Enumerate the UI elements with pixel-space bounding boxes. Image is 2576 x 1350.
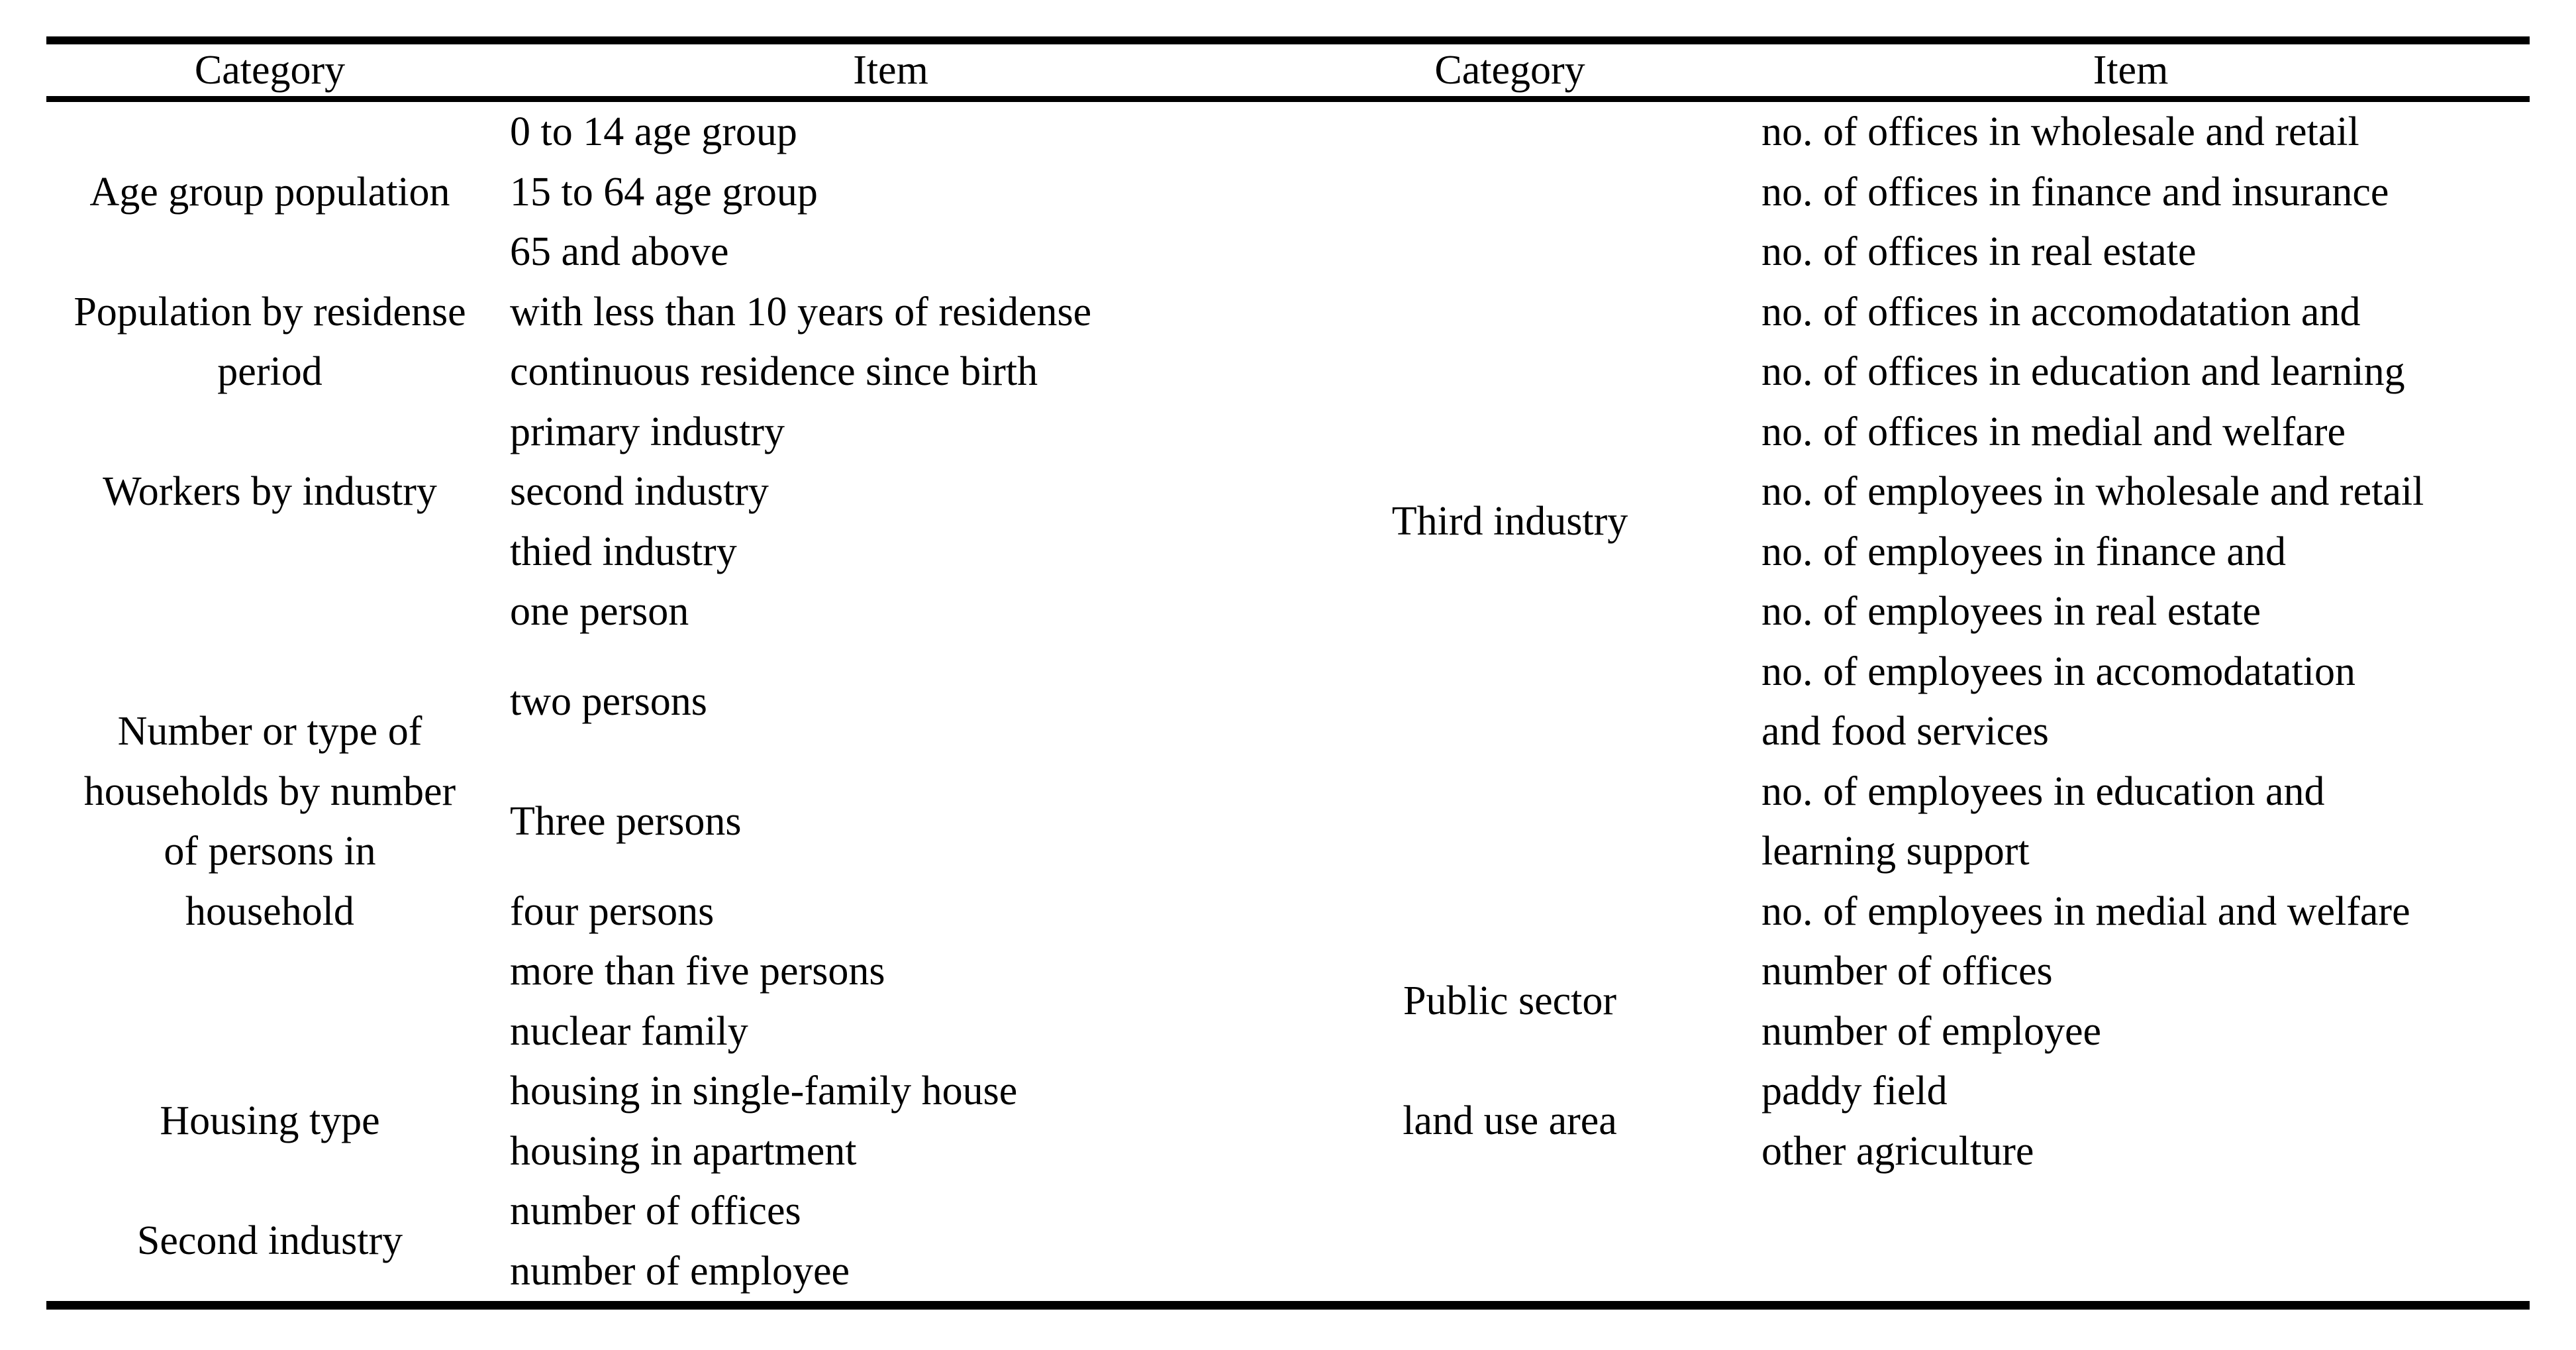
item-cell: two persons <box>493 642 1288 762</box>
table-header-row: Category Item Category Item <box>46 36 2530 102</box>
header-text: Item <box>853 47 928 93</box>
cell-text: number of offices <box>510 1188 801 1233</box>
cell-text: number of employee <box>510 1248 850 1294</box>
item-cell: one person <box>493 582 1288 642</box>
category-cell-workers-industry: Workers by industry <box>46 402 493 582</box>
cell-text: Three persons <box>510 798 742 844</box>
category-cell-land-use-area: land use area <box>1288 1061 1732 1181</box>
cell-text: paddy field <box>1761 1068 1948 1114</box>
item-cell: no. of employees in wholesale and retail <box>1732 462 2530 522</box>
item-cell: nuclear family <box>493 1002 1288 1062</box>
cell-text: Workers by industry <box>103 469 437 514</box>
cell-text: Age group population <box>89 169 450 215</box>
item-cell: no. of employees in education and learni… <box>1732 762 2530 882</box>
cell-text: no. of employees in wholesale and retail <box>1761 469 2424 514</box>
cell-text: continuous residence since birth <box>510 349 1038 394</box>
cell-text: no. of offices in accomodatation and <box>1761 289 2361 335</box>
cell-text: four persons <box>510 888 715 934</box>
cell-text: no. of offices in wholesale and retail <box>1761 109 2359 154</box>
item-cell: 15 to 64 age group <box>493 162 1288 223</box>
header-text: Item <box>2093 47 2169 93</box>
item-cell: no. of employees in real estate <box>1732 582 2530 642</box>
cell-text: land use area <box>1403 1098 1617 1144</box>
item-cell: number of employee <box>493 1241 1288 1302</box>
cell-text: housing in single-family house <box>510 1068 1018 1114</box>
cell-text: housing in apartment <box>510 1128 857 1174</box>
header-left-item: Item <box>493 44 1288 96</box>
item-cell: number of employee <box>1732 1002 2530 1062</box>
cell-text: no. of offices in medial and welfare <box>1761 409 2346 454</box>
cell-text: with less than 10 years of residense <box>510 289 1092 335</box>
cell-text: more than five persons <box>510 949 885 994</box>
category-cell-public-sector: Public sector <box>1288 941 1732 1061</box>
item-cell: second industry <box>493 462 1288 522</box>
survey-items-table: Category Item Category Item Age group po… <box>46 36 2530 1310</box>
cell-text: Third industry <box>1391 499 1628 545</box>
item-cell: primary industry <box>493 402 1288 462</box>
cell-text: no. of employees in finance and <box>1761 529 2286 574</box>
cell-text: no. of employees in accomodatation and f… <box>1761 649 2356 754</box>
header-right-item: Item <box>1732 44 2530 96</box>
category-cell-residence-period: Population by residense period <box>46 282 493 402</box>
item-cell: number of offices <box>493 1181 1288 1241</box>
cell-text: one person <box>510 589 689 634</box>
cell-text: second industry <box>510 469 769 514</box>
cell-text: Second industry <box>136 1218 403 1264</box>
cell-text: 65 and above <box>510 229 729 274</box>
item-cell: continuous residence since birth <box>493 342 1288 402</box>
cell-text: primary industry <box>510 409 785 454</box>
category-cell-age-group: Age group population <box>46 102 493 282</box>
cell-text: Public sector <box>1403 978 1616 1024</box>
item-cell: no. of offices in education and learning <box>1732 342 2530 402</box>
cell-text: no. of offices in finance and insurance <box>1761 169 2389 215</box>
header-text: Category <box>194 47 346 93</box>
item-cell: no. of offices in wholesale and retail <box>1732 102 2530 162</box>
cell-text: two persons <box>510 678 707 724</box>
item-cell: number of offices <box>1732 941 2530 1002</box>
category-cell-second-industry: Second industry <box>46 1181 493 1301</box>
cell-text: number of employee <box>1761 1008 2102 1054</box>
item-cell: no. of employees in finance and <box>1732 522 2530 582</box>
item-cell: with less than 10 years of residense <box>493 282 1288 342</box>
item-cell: four persons <box>493 882 1288 942</box>
cell-text: number of offices <box>1761 949 2053 994</box>
item-cell: Three persons <box>493 762 1288 882</box>
item-cell: no. of employees in accomodatation and f… <box>1732 642 2530 762</box>
cell-text: Population by residense period <box>74 289 466 395</box>
item-cell: no. of offices in real estate <box>1732 222 2530 282</box>
item-cell: thied industry <box>493 522 1288 582</box>
item-cell: no. of offices in accomodatation and <box>1732 282 2530 342</box>
item-cell: 65 and above <box>493 222 1288 282</box>
item-cell: housing in single-family house <box>493 1061 1288 1121</box>
cell-text: other agriculture <box>1761 1128 2034 1174</box>
item-cell: housing in apartment <box>493 1121 1288 1182</box>
header-left-category: Category <box>46 44 493 96</box>
cell-text: no. of offices in education and learning <box>1761 349 2405 394</box>
cell-text: nuclear family <box>510 1008 748 1054</box>
item-cell: paddy field <box>1732 1061 2530 1121</box>
category-cell-households: Number or type of households by number o… <box>46 582 493 1061</box>
item-cell: more than five persons <box>493 941 1288 1002</box>
item-cell: 0 to 14 age group <box>493 102 1288 162</box>
cell-text: 15 to 64 age group <box>510 169 818 215</box>
item-cell: no. of offices in finance and insurance <box>1732 162 2530 223</box>
cell-text: Number or type of households by number o… <box>83 709 456 934</box>
item-cell: no. of employees in medial and welfare <box>1732 882 2530 942</box>
cell-text: 0 to 14 age group <box>510 109 797 154</box>
cell-text: no. of employees in medial and welfare <box>1761 888 2410 934</box>
item-cell: other agriculture <box>1732 1121 2530 1182</box>
header-right-category: Category <box>1288 44 1732 96</box>
cell-text: thied industry <box>510 529 737 574</box>
cell-text: Housing type <box>160 1098 380 1144</box>
category-cell-third-industry: Third industry <box>1288 102 1732 941</box>
table-body: Age group population Population by resid… <box>46 102 2530 1310</box>
cell-text: no. of employees in real estate <box>1761 589 2261 634</box>
cell-text: no. of offices in real estate <box>1761 229 2197 274</box>
category-cell-housing-type: Housing type <box>46 1061 493 1181</box>
cell-text: no. of employees in education and learni… <box>1761 768 2325 874</box>
item-cell: no. of offices in medial and welfare <box>1732 402 2530 462</box>
header-text: Category <box>1434 47 1585 93</box>
